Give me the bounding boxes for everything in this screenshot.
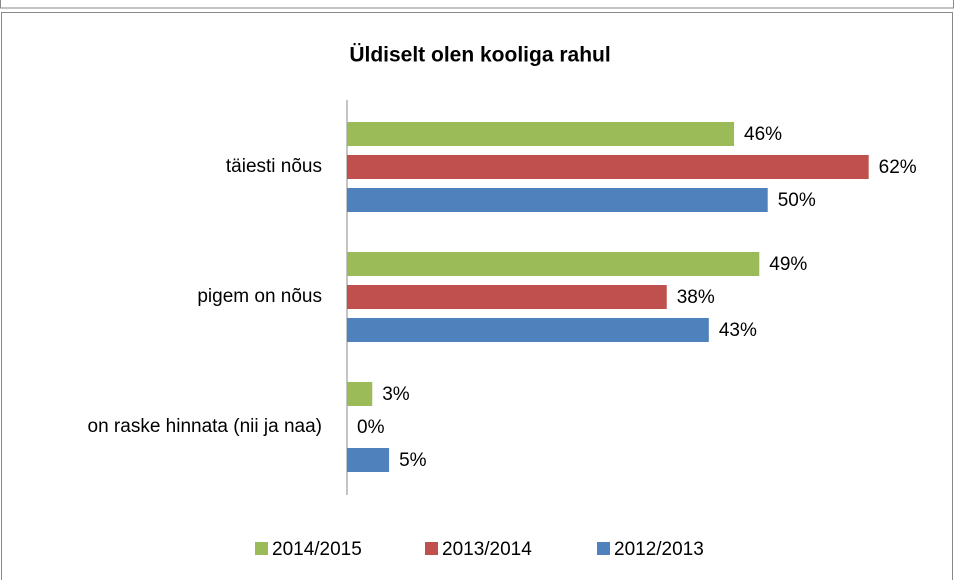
legend-swatch — [425, 542, 438, 555]
bar — [347, 252, 760, 276]
y-tick-label: täiesti nõus — [226, 156, 322, 177]
chart-title: Üldiselt olen kooliga rahul — [349, 44, 610, 67]
data-label: 46% — [744, 124, 782, 145]
legend-label: 2013/2014 — [442, 539, 532, 560]
bar — [347, 122, 735, 146]
legend-label: 2014/2015 — [272, 539, 362, 560]
top-frame — [0, 0, 954, 9]
data-label: 3% — [382, 384, 410, 405]
bar — [347, 382, 373, 406]
data-label: 0% — [357, 417, 385, 438]
bar — [347, 318, 709, 342]
data-label: 38% — [677, 287, 715, 308]
bar — [347, 448, 390, 472]
bar — [347, 285, 667, 309]
bar — [347, 155, 869, 179]
y-tick-label: pigem on nõus — [197, 286, 322, 307]
data-label: 50% — [778, 190, 816, 211]
y-tick-label: on raske hinnata (nii ja naa) — [88, 416, 322, 437]
legend-swatch — [597, 542, 610, 555]
data-label: 5% — [399, 450, 427, 471]
bar — [347, 188, 768, 212]
legend-label: 2012/2013 — [614, 539, 704, 560]
data-label: 49% — [769, 254, 807, 275]
legend-swatch — [255, 542, 268, 555]
data-label: 43% — [719, 320, 757, 341]
data-label: 62% — [879, 157, 917, 178]
